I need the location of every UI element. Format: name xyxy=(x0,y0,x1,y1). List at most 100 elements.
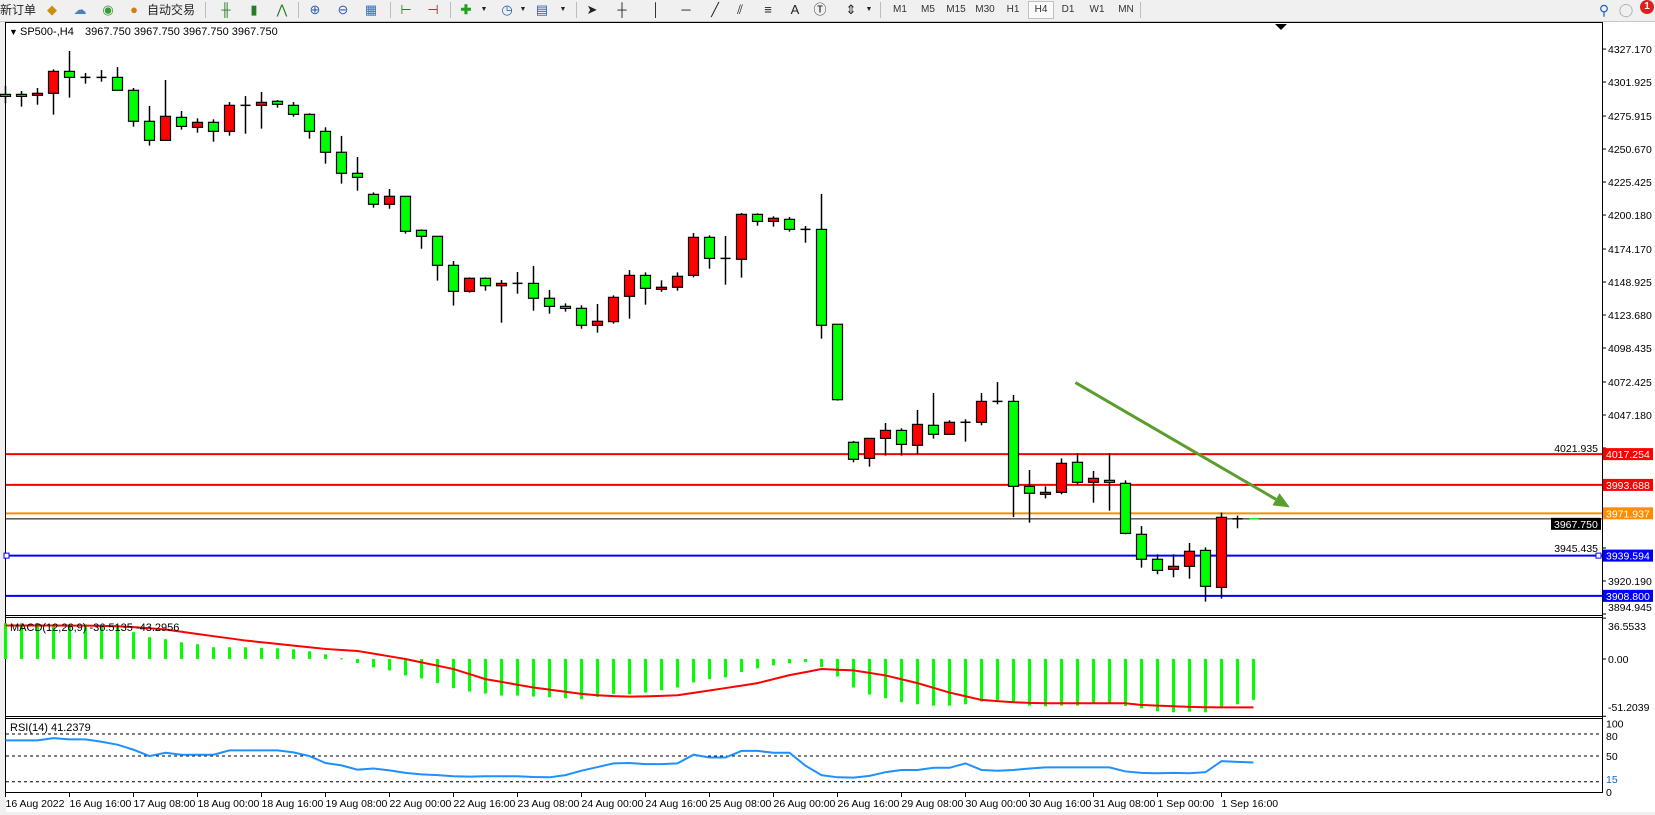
notifications-icon[interactable]: ◯ xyxy=(1618,2,1634,17)
candle-body xyxy=(735,213,748,260)
horizontal-line-price-label: 4017.254 xyxy=(1606,449,1650,461)
price-tick-label: 3920.190 xyxy=(1608,576,1652,588)
price-tick-label: 4275.915 xyxy=(1608,111,1652,123)
text-icon[interactable]: A xyxy=(790,2,800,17)
line-handle[interactable] xyxy=(1595,552,1602,559)
macd-label: MACD(12,26,9) -36.5135 -43.2956 xyxy=(10,622,179,634)
macd-histogram-bar xyxy=(148,637,151,659)
templates-icon[interactable]: ▤ xyxy=(535,2,549,17)
templates-dropdown-icon[interactable]: ▼ xyxy=(559,6,567,13)
candle-body xyxy=(815,228,828,326)
collapse-arrow-icon[interactable]: ▼ xyxy=(9,27,18,37)
terminal-icon[interactable]: ☁ xyxy=(73,2,87,17)
candle xyxy=(0,86,12,104)
period-m5[interactable]: M5 xyxy=(921,4,935,15)
indicators-icon[interactable]: ✚ xyxy=(460,2,472,17)
chart-shift-marker-icon[interactable] xyxy=(1275,24,1287,30)
period-h4[interactable]: H4 xyxy=(1028,1,1054,19)
horizontal-line-price-label: 3939.594 xyxy=(1606,551,1650,563)
signals-icon[interactable]: ◉ xyxy=(102,2,114,17)
candle xyxy=(255,92,268,129)
candle-body xyxy=(431,235,444,266)
candle xyxy=(1232,515,1243,529)
rsi-line xyxy=(5,737,1254,779)
auto-trading-icon[interactable]: ● xyxy=(130,2,138,17)
period-h1[interactable]: H1 xyxy=(1006,4,1020,15)
candle-body xyxy=(1055,462,1068,493)
candle-body xyxy=(639,274,652,289)
candle xyxy=(1007,394,1020,518)
market-watch-icon[interactable]: ◆ xyxy=(47,2,57,17)
macd-panel xyxy=(4,623,1255,713)
horizontal-line-icon[interactable]: ─ xyxy=(681,2,691,17)
candle-body xyxy=(1167,565,1180,570)
toolbar-separator xyxy=(390,2,391,18)
macd-histogram-bar xyxy=(212,647,215,659)
macd-histogram-bar xyxy=(916,659,919,705)
arrows-icon[interactable]: ⇕ xyxy=(845,2,857,17)
bar-chart-icon[interactable]: ╫ xyxy=(221,2,231,17)
candle-body xyxy=(159,115,172,141)
candle-body xyxy=(783,218,796,230)
price-tick-label: 4200.180 xyxy=(1608,210,1652,222)
tile-windows-icon[interactable]: ▦ xyxy=(364,2,378,17)
period-m30[interactable]: M30 xyxy=(975,4,995,15)
candle xyxy=(623,270,636,319)
macd-histogram-bar xyxy=(628,659,631,695)
candle xyxy=(319,127,332,164)
candle xyxy=(80,72,91,84)
candle xyxy=(191,118,204,133)
trendline-icon[interactable]: ╱ xyxy=(711,2,719,17)
candlestick-icon[interactable]: ▮ xyxy=(250,2,258,17)
macd-histogram-bar xyxy=(548,659,551,698)
line-chart-icon[interactable]: ⋀ xyxy=(276,2,288,17)
auto-trading-button[interactable]: 自动交易 xyxy=(146,3,195,17)
candle-body xyxy=(847,441,860,460)
line-handle[interactable] xyxy=(3,552,10,559)
trendline-arrowhead-icon[interactable] xyxy=(1272,493,1290,508)
search-icon[interactable]: ⚲ xyxy=(1598,2,1610,18)
candle-body xyxy=(463,277,476,292)
period-mn[interactable]: MN xyxy=(1118,4,1134,15)
price-tick-label: 4301.925 xyxy=(1608,77,1652,89)
candle-body xyxy=(223,104,236,132)
periods-dropdown-icon[interactable]: ▼ xyxy=(519,6,527,13)
new-order-button[interactable]: 新订单 xyxy=(0,3,37,17)
indicators-dropdown-icon[interactable]: ▼ xyxy=(480,6,488,13)
crosshair-icon[interactable]: ┼ xyxy=(617,2,627,17)
arrows-dropdown-icon[interactable]: ▼ xyxy=(865,6,873,13)
price-tick-label: 3945.435 xyxy=(1554,543,1598,555)
candle-body xyxy=(447,264,460,292)
period-m15[interactable]: M15 xyxy=(946,4,966,15)
candle xyxy=(911,410,924,455)
candle-body xyxy=(751,213,764,223)
trendline-arrow[interactable] xyxy=(1074,381,1277,501)
candle-body xyxy=(911,423,924,446)
candle-body xyxy=(1135,533,1148,560)
vertical-line-icon[interactable]: │ xyxy=(651,2,661,17)
macd-histogram-bar xyxy=(660,659,663,691)
macd-histogram-bar xyxy=(372,659,375,668)
cursor-icon[interactable]: ➤ xyxy=(586,2,598,17)
zoom-out-icon[interactable]: ⊖ xyxy=(337,2,349,17)
macd-histogram-bar xyxy=(228,647,231,659)
candle xyxy=(879,422,892,456)
fibonacci-icon[interactable]: ⫽ xyxy=(737,2,743,17)
macd-histogram-bar xyxy=(404,659,407,676)
candle-body xyxy=(1151,558,1164,571)
macd-tick-label: 0.00 xyxy=(1608,654,1629,666)
auto-scroll-icon[interactable]: ⊣ xyxy=(427,2,439,17)
period-w1[interactable]: W1 xyxy=(1089,4,1105,15)
notification-badge[interactable]: 1 xyxy=(1640,0,1654,14)
fibo-fan-icon[interactable]: ≡ xyxy=(764,2,772,17)
period-m1[interactable]: M1 xyxy=(893,4,907,15)
rsi-label: RSI(14) 41.2379 xyxy=(10,722,91,734)
period-d1[interactable]: D1 xyxy=(1061,4,1075,15)
macd-histogram-bar xyxy=(484,659,487,694)
chart-shift-icon[interactable]: ⊢ xyxy=(400,2,412,17)
periods-icon[interactable]: ◷ xyxy=(501,2,513,17)
macd-histogram-bar xyxy=(1220,659,1223,707)
text-label-icon[interactable]: Ⓣ xyxy=(813,2,827,17)
zoom-in-icon[interactable]: ⊕ xyxy=(309,2,321,17)
